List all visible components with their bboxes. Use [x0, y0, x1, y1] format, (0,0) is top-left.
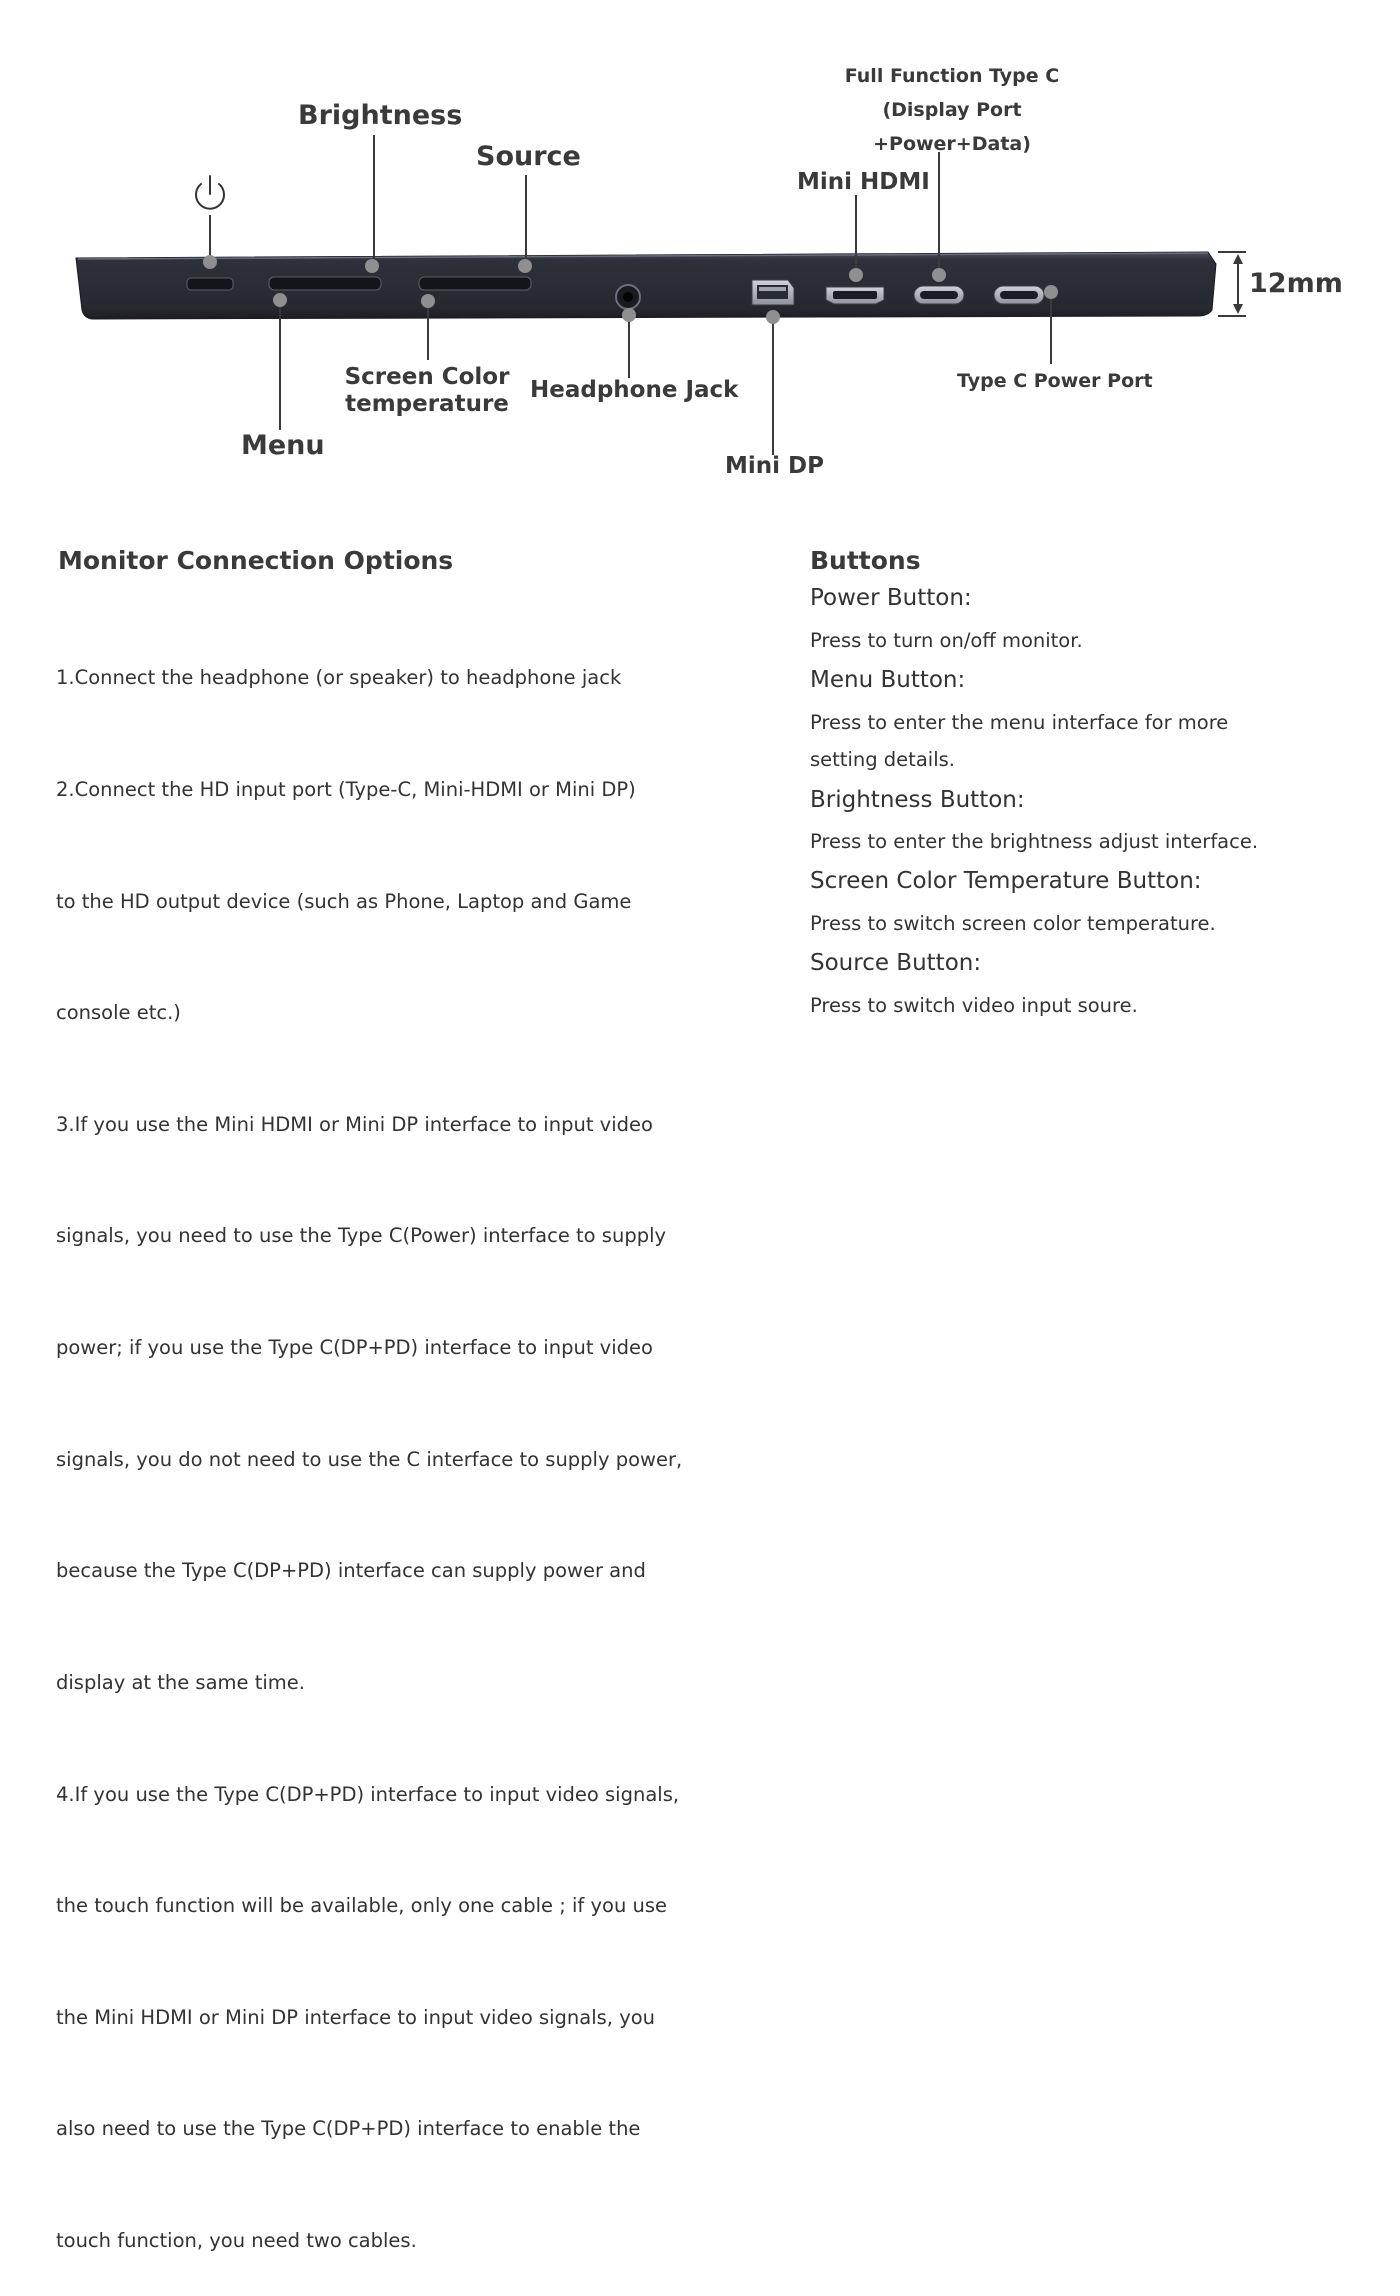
connection-line: the Mini HDMI or Mini DP interface to in…: [56, 2005, 656, 2029]
power-button-shape: [186, 277, 234, 291]
connection-line: signals, you do not need to use the C in…: [56, 1447, 683, 1471]
mini-dp-label: Mini DP: [725, 453, 824, 479]
connection-line: 4.If you use the Type C(DP+PD) interface…: [56, 1782, 680, 1806]
screen-color-line-2: temperature: [345, 391, 509, 417]
connection-line: because the Type C(DP+PD) interface can …: [56, 1559, 646, 1583]
source-button-title: Source Button:: [810, 950, 982, 976]
connection-line: signals, you need to use the Type C(Powe…: [56, 1224, 667, 1248]
brightness-rocker-shape: [268, 276, 382, 291]
connection-line: the touch function will be available, on…: [56, 1894, 668, 1918]
screen-color-temperature-label: Screen Color temperature: [336, 364, 518, 418]
source-button-desc: Press to switch video input soure.: [810, 994, 1138, 1017]
device-illustration: [75, 135, 1246, 455]
power-icon: [195, 175, 225, 210]
full-function-line-2: (Display Port: [882, 99, 1022, 121]
screen-color-line-1: Screen Color: [344, 364, 510, 390]
power-button-desc: Press to turn on/off monitor.: [810, 629, 1083, 652]
type-c-power-port-label: Type C Power Port: [957, 370, 1153, 392]
callout-dots: [203, 255, 1058, 324]
connection-line: power; if you use the Type C(DP+PD) inte…: [56, 1336, 653, 1360]
buttons-title: Buttons: [810, 546, 921, 575]
connection-line: 2.Connect the HD input port (Type-C, Min…: [56, 778, 636, 802]
connection-line: display at the same time.: [56, 1670, 305, 1694]
brightness-button-desc: Press to enter the brightness adjust int…: [810, 830, 1259, 853]
device-side-diagram: Brightness Source Full Function Type C (…: [0, 0, 1400, 500]
mini-hdmi-label: Mini HDMI: [797, 169, 930, 195]
source-label: Source: [476, 141, 581, 172]
brightness-label: Brightness: [298, 100, 463, 131]
screen-color-button-desc: Press to switch screen color temperature…: [810, 912, 1216, 935]
connection-options-title: Monitor Connection Options: [58, 546, 454, 575]
leader-lines: [209, 135, 1052, 455]
source-rocker-shape: [418, 276, 532, 291]
connection-line: also need to use the Type C(DP+PD) inter…: [56, 2117, 641, 2141]
full-function-line-3: +Power+Data): [873, 133, 1031, 155]
menu-button-desc-2: setting details.: [810, 748, 955, 771]
connection-options-text: 1.Connect the headphone (or speaker) to …: [56, 585, 736, 2296]
screen-color-button-title: Screen Color Temperature Button:: [810, 868, 1202, 894]
connection-line: console etc.): [56, 1001, 181, 1025]
connection-line: to the HD output device (such as Phone, …: [56, 889, 632, 913]
connection-line: touch function, you need two cables.: [56, 2228, 417, 2252]
full-function-type-c-label: Full Function Type C (Display Port +Powe…: [820, 59, 1084, 161]
headphone-jack-label: Headphone Jack: [530, 377, 739, 403]
menu-button-desc-1: Press to enter the menu interface for mo…: [810, 711, 1229, 734]
monitor-side-profile: [75, 251, 1217, 320]
connection-line: 3.If you use the Mini HDMI or Mini DP in…: [56, 1112, 653, 1136]
connection-line: 1.Connect the headphone (or speaker) to …: [56, 666, 622, 690]
menu-button-title: Menu Button:: [810, 667, 966, 693]
thickness-dimension: [1218, 251, 1246, 317]
menu-label: Menu: [241, 430, 325, 461]
power-button-title: Power Button:: [810, 585, 972, 611]
thickness-label: 12mm: [1249, 268, 1343, 299]
brightness-button-title: Brightness Button:: [810, 787, 1025, 813]
full-function-line-1: Full Function Type C: [844, 65, 1060, 87]
